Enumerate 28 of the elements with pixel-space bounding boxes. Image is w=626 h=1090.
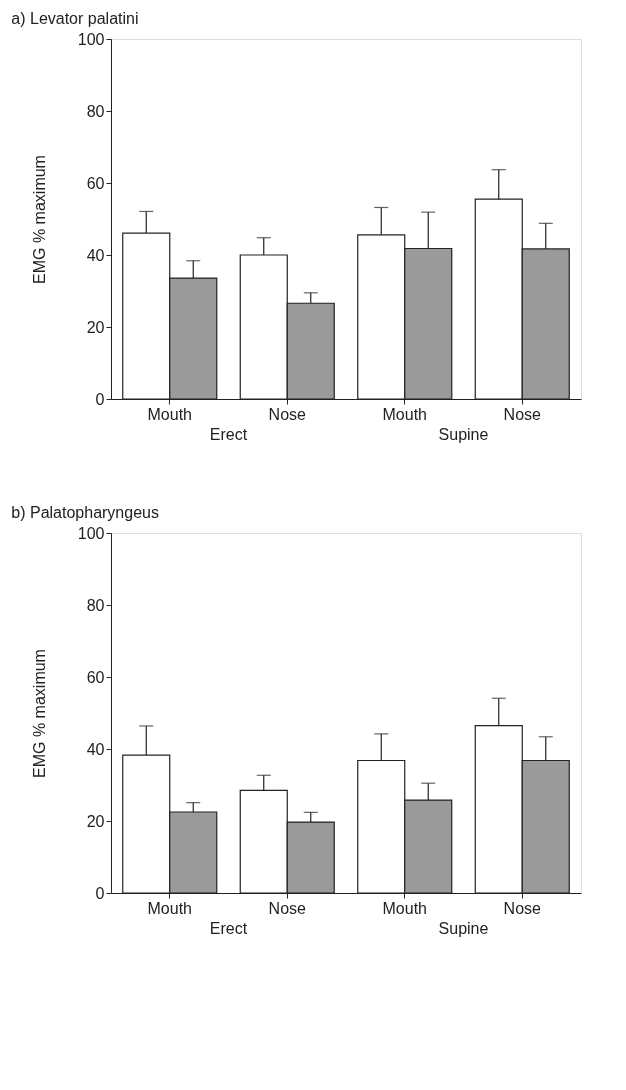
chart-title: b) Palatopharyngeus (11, 504, 159, 521)
x-tick-label: Nose (268, 405, 307, 423)
text: Erect (209, 920, 248, 937)
text: Supine (438, 920, 489, 937)
y-tick-label: 80 (86, 596, 105, 614)
y-tick-label: 40 (86, 740, 105, 758)
y-tick-label: 80 (86, 102, 105, 120)
x-tick-label: Mouth (147, 899, 192, 917)
x-tick-label: Mouth (382, 405, 427, 423)
y-tick-label: 0 (95, 390, 105, 408)
y-tick-label: 0 (95, 884, 105, 902)
y-tick-label: 20 (86, 318, 105, 336)
x-tick-label: Nose (503, 405, 542, 423)
y-tick-label: 60 (86, 174, 105, 192)
x-tick-label: Mouth (147, 405, 192, 423)
text: Supine (438, 426, 489, 443)
y-tick-label: 20 (86, 812, 105, 830)
y-tick-label: 40 (86, 246, 105, 264)
y-axis-title: EMG % maximum (30, 649, 48, 778)
y-axis-title: EMG % maximum (30, 155, 48, 284)
y-tick-label: 60 (86, 668, 105, 686)
y-tick-label: 100 (77, 30, 105, 48)
y-tick-label: 100 (77, 524, 105, 542)
text: Erect (209, 426, 248, 443)
chart-title: a) Levator palatini (11, 10, 139, 27)
x-tick-label: Mouth (382, 899, 427, 917)
x-tick-label: Nose (503, 899, 542, 917)
x-tick-label: Nose (268, 899, 307, 917)
